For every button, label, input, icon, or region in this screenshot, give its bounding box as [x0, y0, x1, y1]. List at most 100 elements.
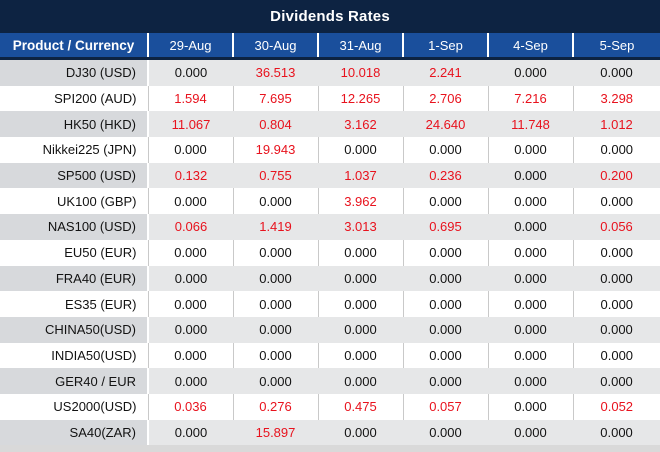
dividend-value: 0.695	[403, 214, 488, 240]
dividend-value: 0.236	[403, 162, 488, 189]
dividend-value: 0.000	[232, 342, 318, 369]
dividend-value: 0.000	[148, 316, 233, 343]
product-name: SP500 (USD)	[0, 162, 149, 189]
dividend-value: 1.037	[318, 162, 403, 189]
dividend-value: 0.000	[488, 316, 573, 343]
dividend-value: 19.943	[232, 137, 318, 163]
dividend-value: 0.000	[402, 188, 488, 215]
dividend-value: 0.000	[232, 239, 318, 266]
dividend-value: 11.067	[148, 111, 233, 138]
dividend-value: 0.200	[573, 162, 660, 189]
dividend-value: 0.000	[233, 265, 318, 292]
dividend-value: 0.000	[488, 368, 573, 394]
product-name: NAS100 (USD)	[0, 214, 149, 240]
dividend-value: 0.000	[317, 239, 403, 266]
column-header-date-31-aug: 31-Aug	[317, 33, 403, 60]
table-row: INDIA50(USD) 0.000 0.000 0.000 0.000 0.000 0.0…	[0, 342, 660, 369]
dividend-value: 0.000	[318, 265, 403, 292]
dividend-value: 0.000	[487, 291, 573, 317]
dividend-value: 0.276	[232, 393, 318, 420]
table-body: DJ30 (USD) 0.000 36.513 10.018 2.241 0.000 0.0…	[0, 58, 660, 446]
page-title: Dividends Rates	[0, 0, 660, 33]
column-header-row: Product / Currency 29-Aug 30-Aug 31-Aug 1-Se…	[0, 33, 660, 60]
table-row: UK100 (GBP) 0.000 0.000 3.962 0.000 0.000 0.00…	[0, 188, 660, 215]
dividend-value: 0.000	[233, 368, 318, 394]
dividend-value: 0.000	[147, 291, 233, 317]
dividend-value: 1.419	[233, 214, 318, 240]
dividend-value: 0.000	[488, 58, 573, 86]
column-header-date-4-sep: 4-Sep	[487, 33, 573, 60]
dividend-value: 3.298	[572, 85, 660, 112]
dividend-value: 0.755	[233, 162, 318, 189]
dividend-value: 0.000	[487, 342, 573, 369]
table-row: SA40(ZAR) 0.000 15.897 0.000 0.000 0.000 0.000	[0, 419, 660, 446]
dividend-value: 0.000	[317, 342, 403, 369]
dividend-value: 2.706	[402, 85, 488, 112]
dividend-value: 0.000	[147, 137, 233, 163]
dividend-value: 0.000	[572, 291, 660, 317]
dividend-value: 0.000	[488, 214, 573, 240]
table-row: FRA40 (EUR) 0.000 0.000 0.000 0.000 0.000 0.00…	[0, 265, 660, 292]
dividend-value: 0.000	[318, 316, 403, 343]
dividend-value: 0.052	[572, 393, 660, 420]
dividend-value: 0.000	[402, 137, 488, 163]
table-row: SPI200 (AUD) 1.594 7.695 12.265 2.706 7.216 3.…	[0, 85, 660, 112]
dividend-value: 0.066	[148, 214, 233, 240]
dividend-value: 0.056	[573, 214, 660, 240]
dividend-value: 0.000	[572, 342, 660, 369]
dividend-value: 12.265	[317, 85, 403, 112]
table-row: DJ30 (USD) 0.000 36.513 10.018 2.241 0.000 0.0…	[0, 58, 660, 86]
dividend-value: 10.018	[318, 58, 403, 86]
dividend-value: 0.036	[147, 393, 233, 420]
dividend-value: 0.000	[487, 137, 573, 163]
product-name: FRA40 (EUR)	[0, 265, 149, 292]
dividend-value: 0.000	[232, 291, 318, 317]
dividend-value: 0.132	[148, 162, 233, 189]
table-row: EU50 (EUR) 0.000 0.000 0.000 0.000 0.000 0.000	[0, 239, 660, 266]
dividend-value: 0.000	[318, 368, 403, 394]
dividend-value: 24.640	[403, 111, 488, 138]
bottom-strip	[0, 445, 660, 452]
table-row: CHINA50(USD) 0.000 0.000 0.000 0.000 0.000 0.0…	[0, 316, 660, 343]
dividend-value: 0.000	[572, 188, 660, 215]
product-name: ES35 (EUR)	[0, 291, 148, 317]
column-header-product: Product / Currency	[0, 33, 148, 60]
product-name: US2000(USD)	[0, 393, 148, 420]
dividend-value: 0.000	[403, 316, 488, 343]
dividend-value: 0.000	[403, 419, 488, 446]
dividend-value: 0.000	[233, 316, 318, 343]
dividend-value: 0.000	[148, 368, 233, 394]
product-name: UK100 (GBP)	[0, 188, 148, 215]
dividend-value: 0.000	[317, 137, 403, 163]
dividend-value: 11.748	[488, 111, 573, 138]
dividend-value: 0.000	[402, 239, 488, 266]
dividend-value: 0.000	[402, 291, 488, 317]
dividend-value: 0.000	[572, 239, 660, 266]
product-name: SA40(ZAR)	[0, 419, 149, 446]
product-name: DJ30 (USD)	[0, 58, 149, 86]
dividend-value: 0.000	[403, 265, 488, 292]
dividend-value: 0.000	[232, 188, 318, 215]
dividend-value: 0.000	[147, 239, 233, 266]
dividend-value: 2.241	[403, 58, 488, 86]
dividend-value: 0.804	[233, 111, 318, 138]
dividend-value: 0.000	[403, 368, 488, 394]
product-name: HK50 (HKD)	[0, 111, 149, 138]
dividend-value: 0.000	[488, 419, 573, 446]
table-row: ES35 (EUR) 0.000 0.000 0.000 0.000 0.000 0.000	[0, 291, 660, 317]
dividend-value: 1.012	[573, 111, 660, 138]
dividend-value: 0.475	[317, 393, 403, 420]
table-row: SP500 (USD) 0.132 0.755 1.037 0.236 0.000 0.20…	[0, 162, 660, 189]
dividend-value: 0.000	[487, 188, 573, 215]
product-name: Nikkei225 (JPN)	[0, 137, 148, 163]
dividend-value: 0.000	[573, 419, 660, 446]
table-row: Nikkei225 (JPN) 0.000 19.943 0.000 0.000 0.00…	[0, 137, 660, 163]
product-name: CHINA50(USD)	[0, 316, 149, 343]
column-header-date-30-aug: 30-Aug	[232, 33, 318, 60]
product-name: EU50 (EUR)	[0, 239, 148, 266]
dividend-value: 0.000	[573, 265, 660, 292]
dividend-value: 3.013	[318, 214, 403, 240]
dividend-value: 3.962	[317, 188, 403, 215]
dividend-value: 0.000	[147, 188, 233, 215]
